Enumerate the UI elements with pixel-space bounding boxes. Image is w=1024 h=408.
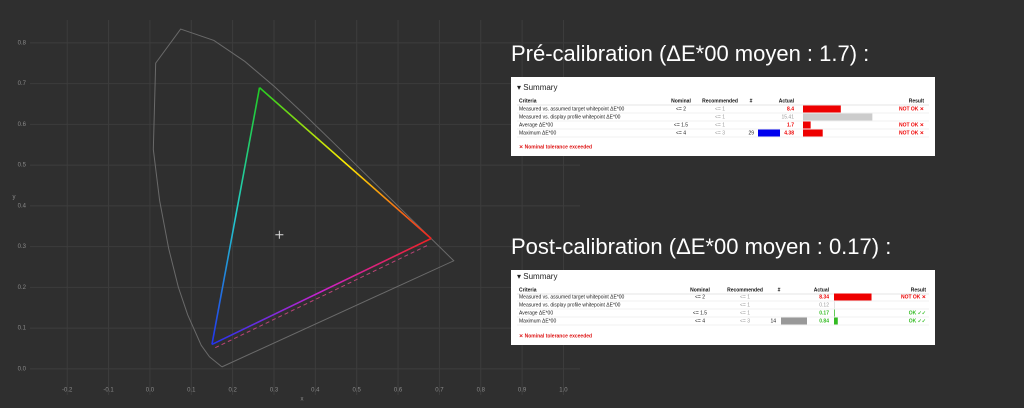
recommended: <= 1 bbox=[740, 294, 750, 300]
nominal: <= 4 bbox=[695, 318, 705, 324]
column-header: Actual bbox=[779, 98, 795, 104]
y-tick-label: 0.0 bbox=[18, 366, 27, 372]
column-header: # bbox=[778, 287, 781, 293]
y-tick-label: 0.1 bbox=[18, 326, 27, 332]
criteria: Average ΔE*00 bbox=[519, 310, 553, 316]
summary-heading: ▾ Summary bbox=[517, 272, 557, 281]
x-tick-label: 0.1 bbox=[187, 388, 196, 394]
x-tick-label: 0.8 bbox=[477, 388, 486, 394]
series-line bbox=[211, 87, 261, 345]
column-header: Recommended bbox=[702, 98, 738, 104]
criteria: Average ΔE*00 bbox=[519, 122, 553, 128]
actual: 0.84 bbox=[819, 318, 829, 324]
actual: 8.34 bbox=[819, 294, 829, 300]
recommended: <= 3 bbox=[715, 130, 725, 136]
actual: 0.17 bbox=[819, 310, 829, 316]
column-header: Criteria bbox=[519, 98, 537, 104]
recommended: <= 1 bbox=[715, 122, 725, 128]
series-line bbox=[215, 244, 430, 349]
recommended: <= 1 bbox=[715, 114, 725, 120]
summary-box bbox=[511, 270, 935, 345]
count: 29 bbox=[748, 130, 754, 136]
actual: 15.41 bbox=[781, 114, 794, 120]
column-header: Criteria bbox=[519, 287, 537, 293]
recommended: <= 1 bbox=[740, 302, 750, 308]
column-header: Recommended bbox=[727, 287, 763, 293]
nominal: <= 2 bbox=[676, 106, 686, 112]
result: NOT OK ✕ bbox=[901, 294, 926, 300]
actual-bar bbox=[834, 309, 835, 317]
criteria: Maximum ΔE*00 bbox=[519, 130, 556, 136]
actual: 4.38 bbox=[784, 130, 794, 136]
footnote: ✕ Nominal tolerance exceeded bbox=[519, 144, 592, 150]
panel-title: Pré-calibration (ΔE*00 moyen : 1.7) : bbox=[511, 41, 869, 66]
x-tick-label: 0.3 bbox=[270, 388, 279, 394]
column-header: Nominal bbox=[690, 287, 710, 293]
column-header: Result bbox=[911, 287, 927, 293]
actual: 1.7 bbox=[787, 122, 794, 128]
actual-bar bbox=[803, 121, 811, 129]
criteria: Measured vs. display profile whitepoint … bbox=[519, 302, 621, 308]
result: NOT OK ✕ bbox=[899, 122, 924, 128]
y-tick-label: 0.7 bbox=[18, 81, 27, 87]
y-tick-label: 0.5 bbox=[18, 163, 27, 169]
x-tick-label: 1.0 bbox=[559, 388, 568, 394]
series-line bbox=[258, 87, 432, 240]
panel-title: Post-calibration (ΔE*00 moyen : 0.17) : bbox=[511, 234, 891, 259]
nominal: <= 1.5 bbox=[674, 122, 688, 128]
y-tick-label: 0.8 bbox=[18, 40, 27, 46]
criteria: Measured vs. assumed target whitepoint Δ… bbox=[519, 294, 625, 300]
result: NOT OK ✕ bbox=[899, 130, 924, 136]
x-tick-label: -0.2 bbox=[62, 388, 73, 394]
y-tick-label: 0.3 bbox=[18, 244, 27, 250]
actual-bar bbox=[803, 113, 873, 121]
nominal: <= 4 bbox=[676, 130, 686, 136]
actual-bar bbox=[803, 105, 841, 113]
x-tick-label: 0.4 bbox=[311, 388, 320, 394]
actual: 8.4 bbox=[787, 106, 794, 112]
x-tick-label: 0.2 bbox=[228, 388, 237, 394]
nominal: <= 2 bbox=[695, 294, 705, 300]
actual-bar bbox=[834, 301, 835, 309]
recommended: <= 3 bbox=[740, 318, 750, 324]
footnote: ✕ Nominal tolerance exceeded bbox=[519, 333, 592, 339]
count-bar bbox=[781, 317, 807, 325]
result: OK ✓✓ bbox=[909, 310, 926, 316]
whitepoint-marker bbox=[275, 230, 284, 239]
x-tick-label: 0.0 bbox=[146, 388, 155, 394]
column-header: Actual bbox=[814, 287, 830, 293]
result: OK ✓✓ bbox=[909, 318, 926, 324]
criteria: Maximum ΔE*00 bbox=[519, 318, 556, 324]
x-tick-label: 0.7 bbox=[435, 388, 444, 394]
actual-bar bbox=[803, 129, 823, 137]
nominal: <= 1.5 bbox=[693, 310, 707, 316]
y-tick-label: 0.6 bbox=[18, 122, 27, 128]
y-tick-label: 0.4 bbox=[18, 203, 27, 209]
actual-bar bbox=[834, 293, 872, 301]
series-line bbox=[211, 237, 432, 346]
y-axis-label: y bbox=[13, 195, 16, 201]
column-header: Result bbox=[909, 98, 925, 104]
actual-bar bbox=[834, 317, 838, 325]
series-line bbox=[152, 28, 455, 368]
recommended: <= 1 bbox=[740, 310, 750, 316]
count-bar bbox=[758, 129, 780, 137]
y-tick-label: 0.2 bbox=[18, 285, 27, 291]
criteria: Measured vs. display profile whitepoint … bbox=[519, 114, 621, 120]
x-tick-label: 0.5 bbox=[353, 388, 362, 394]
count: 14 bbox=[770, 318, 776, 324]
x-axis-label: x bbox=[301, 397, 304, 403]
x-tick-label: -0.1 bbox=[103, 388, 114, 394]
column-header: # bbox=[750, 98, 753, 104]
actual: 0.12 bbox=[819, 302, 829, 308]
result: NOT OK ✕ bbox=[899, 106, 924, 112]
criteria: Measured vs. assumed target whitepoint Δ… bbox=[519, 106, 625, 112]
x-tick-label: 0.6 bbox=[394, 388, 403, 394]
recommended: <= 1 bbox=[715, 106, 725, 112]
x-tick-label: 0.9 bbox=[518, 388, 527, 394]
summary-heading: ▾ Summary bbox=[517, 83, 557, 92]
column-header: Nominal bbox=[671, 98, 691, 104]
